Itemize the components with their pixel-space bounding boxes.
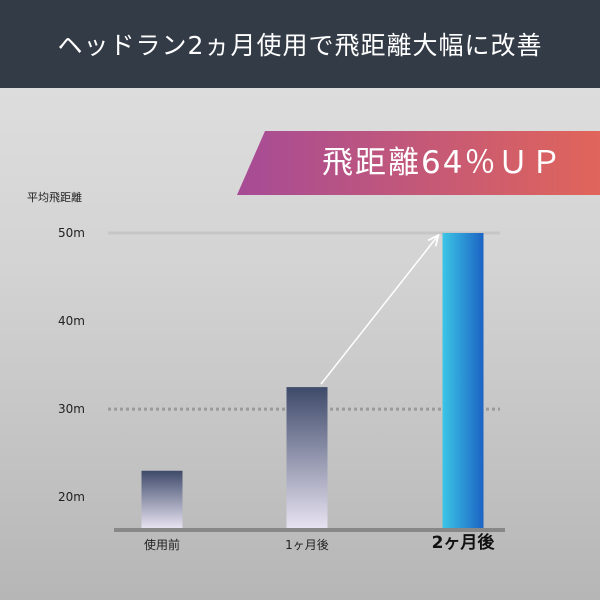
banner-text: 飛距離64％ＵＰ	[322, 145, 564, 181]
x-axis-baseline	[114, 528, 505, 532]
x-category-label: 2ヶ月後	[432, 532, 496, 553]
x-category-label: 使用前	[144, 537, 180, 552]
result-banner: 飛距離64％ＵＰ	[0, 131, 600, 195]
page-header: ヘッドラン2ヵ月使用で飛距離大幅に改善	[0, 0, 600, 88]
banner-shape	[237, 131, 600, 195]
page-title: ヘッドラン2ヵ月使用で飛距離大幅に改善	[57, 31, 543, 60]
y-axis-label: 平均飛距離	[27, 191, 82, 204]
y-tick-label: 30m	[58, 402, 85, 416]
y-tick-label: 20m	[58, 490, 85, 504]
y-tick-label: 50m	[58, 226, 85, 240]
growth-arrow	[320, 235, 439, 385]
bar-3	[442, 233, 484, 528]
x-category-label: 1ヶ月後	[285, 538, 329, 552]
bar-1	[141, 470, 183, 528]
bar-2	[286, 387, 328, 528]
y-tick-label: 40m	[58, 314, 85, 328]
